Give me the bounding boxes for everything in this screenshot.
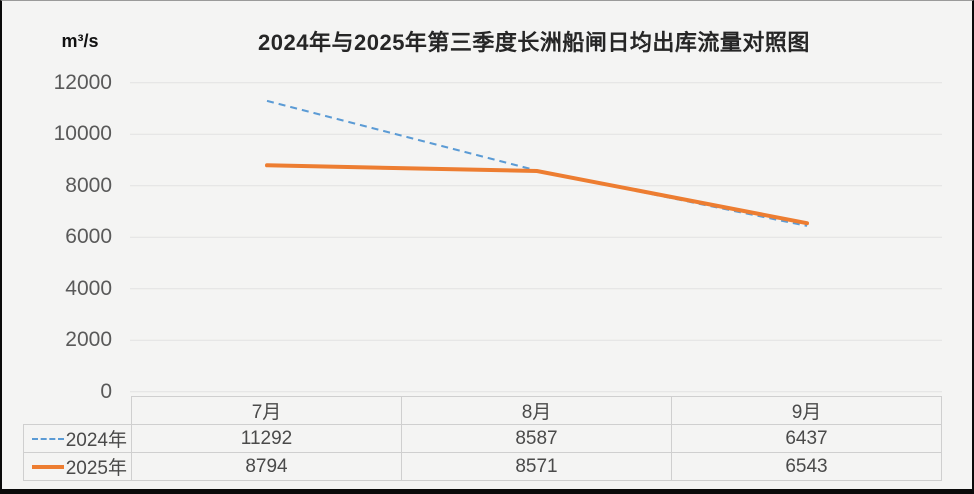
legend-2024-label: 2024年 [65,430,127,451]
column-header-sep: 9月 [671,396,942,425]
legend-solid-line-icon [31,464,64,469]
chart-title: 2024年与2025年第三季度长洲船闸日均出库流量对照图 [258,30,810,55]
y-axis-unit-label: m³/s [61,31,99,51]
y-tick-label: 12000 [53,70,112,94]
table-corner-cell [23,396,132,425]
y-tick-label: 8000 [65,173,112,197]
column-header-jul: 7月 [131,396,402,425]
y-tick-label: 4000 [65,276,112,300]
legend-2025-label: 2025年 [65,458,127,479]
table-header-row: 7月 8月 9月 [23,396,942,425]
value-2024-jul: 11292 [131,424,402,453]
y-tick-label: 0 [100,379,112,403]
legend-dashed-line-icon [31,437,64,440]
value-2025-jul: 8794 [131,452,402,481]
value-2025-sep: 6543 [671,452,942,481]
y-tick-label: 10000 [53,122,112,146]
legend-2024: 2024年 [23,424,132,453]
series-line-2025 [265,163,809,226]
table-row-2024: 2024年 11292 8587 6437 [23,424,942,453]
data-table: 7月 8月 9月 2024年 11292 8587 6437 2025年 8 [23,396,942,481]
column-header-aug: 8月 [401,396,672,425]
value-2025-aug: 8571 [401,452,672,481]
value-2024-aug: 8587 [401,424,672,453]
value-2024-sep: 6437 [671,424,942,453]
table-row-2025: 2025年 8794 8571 6543 [23,452,942,481]
y-tick-label: 2000 [65,328,112,352]
y-tick-label: 6000 [65,225,112,249]
legend-2025: 2025年 [23,452,132,481]
